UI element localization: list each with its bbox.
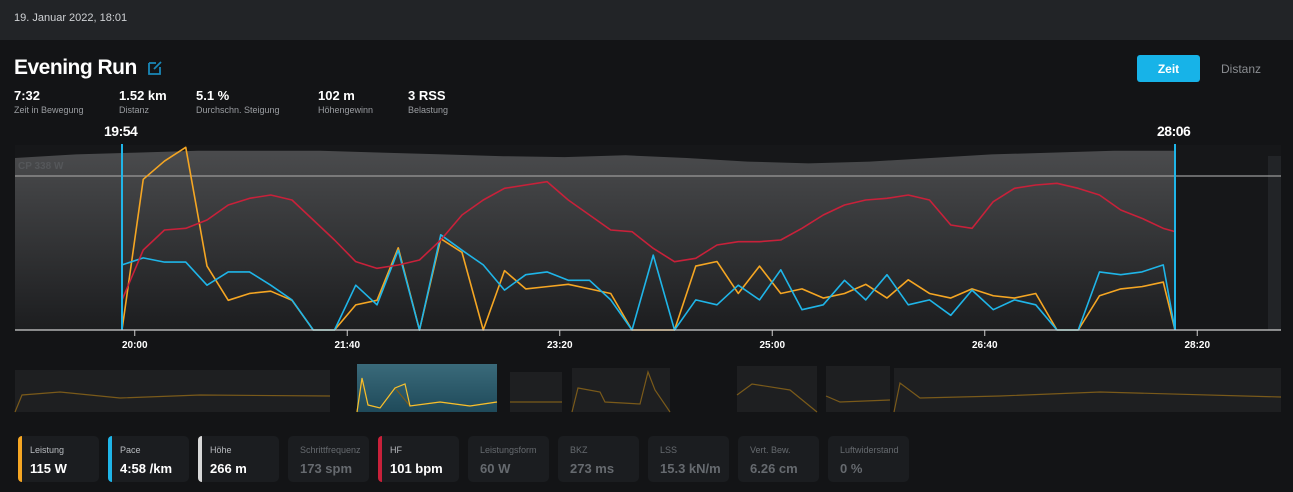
metric-value: 60 W	[480, 461, 511, 476]
cp-label: CP 338 W	[18, 161, 64, 172]
x-tick-label: 26:40	[972, 340, 998, 351]
elevation-area	[15, 150, 1175, 330]
stat-value: 1.52 km	[119, 88, 167, 103]
page-title: Evening Run	[14, 56, 137, 79]
metric-value: 101 bpm	[390, 461, 443, 476]
metric-card-vert-bew-[interactable]: Vert. Bew. 6.26 cm	[738, 436, 819, 482]
metric-label: Schrittfrequenz	[300, 445, 361, 455]
stat-value: 102 m	[318, 88, 355, 103]
stat-label: Belastung	[408, 105, 449, 115]
metric-label: Vert. Bew.	[750, 445, 791, 455]
metric-card-hf[interactable]: HF 101 bpm	[378, 436, 459, 482]
metric-label: LSS	[660, 445, 678, 455]
stat-3: 102 m Höhengewinn	[318, 88, 373, 115]
metric-card-leistung[interactable]: Leistung 115 W	[18, 436, 99, 482]
stat-label: Zeit in Bewegung	[14, 105, 84, 115]
metric-value: 15.3 kN/m	[660, 461, 721, 476]
edit-icon[interactable]	[147, 60, 163, 76]
activity-chart[interactable]: CP 338 W 20:00 21:40 23:20 25:00 26:40 28:20	[0, 140, 1293, 430]
series-pace-line	[121, 234, 1176, 331]
selection-start-label: 19:54	[104, 123, 138, 139]
stat-label: Durchschn. Steigung	[196, 105, 280, 115]
toggle-distanz[interactable]: Distanz	[1220, 61, 1261, 76]
selection-end-label: 28:06	[1157, 123, 1191, 139]
stat-label: Distanz	[119, 105, 150, 115]
metric-label: BKZ	[570, 445, 588, 455]
stat-2: 5.1 % Durchschn. Steigung	[196, 88, 280, 115]
metric-card-pace[interactable]: Pace 4:58 /km	[108, 436, 189, 482]
x-tick-label: 21:40	[334, 340, 360, 351]
chart-edge	[1268, 156, 1281, 330]
stat-value: 3 RSS	[408, 88, 446, 103]
metric-card-leistungsform[interactable]: Leistungsform 60 W	[468, 436, 549, 482]
stat-value: 5.1 %	[196, 88, 230, 103]
metric-value: 4:58 /km	[120, 461, 173, 476]
stat-0: 7:32 Zeit in Bewegung	[14, 88, 84, 115]
metric-label: Höhe	[210, 445, 232, 455]
metric-value: 115 W	[30, 461, 67, 476]
overview-strip[interactable]	[14, 364, 1282, 413]
metric-value: 266 m	[210, 461, 247, 476]
series-hf-line	[121, 180, 1176, 301]
stat-1: 1.52 km Distanz	[119, 88, 167, 115]
metric-card-bkz[interactable]: BKZ 273 ms	[558, 436, 639, 482]
metric-card-luftwiderstand[interactable]: Luftwiderstand 0 %	[828, 436, 909, 482]
metric-value: 173 spm	[300, 461, 353, 476]
x-tick-label: 23:20	[547, 340, 573, 351]
metric-cards: Leistung 115 W Pace 4:58 /km Höhe 266 m Schrit…	[18, 436, 909, 482]
top-bar: 19. Januar 2022, 18:01	[0, 0, 1293, 40]
stat-value: 7:32	[14, 88, 41, 103]
metric-label: Leistungsform	[480, 445, 537, 455]
metric-label: Luftwiderstand	[840, 445, 899, 455]
activity-date: 19. Januar 2022, 18:01	[14, 12, 128, 24]
metric-label: Leistung	[30, 445, 65, 455]
toggle-zeit[interactable]: Zeit	[1137, 55, 1200, 82]
stat-4: 3 RSS Belastung	[408, 88, 448, 115]
metric-card-lss[interactable]: LSS 15.3 kN/m	[648, 436, 729, 482]
metric-label: Pace	[120, 445, 141, 455]
metric-value: 0 %	[840, 461, 863, 476]
x-tick-label: 20:00	[122, 340, 148, 351]
metric-value: 6.26 cm	[750, 461, 798, 476]
metric-card-h-he[interactable]: Höhe 266 m	[198, 436, 279, 482]
metric-card-schrittfrequenz[interactable]: Schrittfrequenz 173 spm	[288, 436, 369, 482]
stat-label: Höhengewinn	[318, 105, 374, 115]
metric-value: 273 ms	[570, 461, 615, 476]
x-tick-label: 28:20	[1184, 340, 1210, 351]
metric-label: HF	[390, 445, 402, 455]
x-tick-label: 25:00	[759, 340, 785, 351]
